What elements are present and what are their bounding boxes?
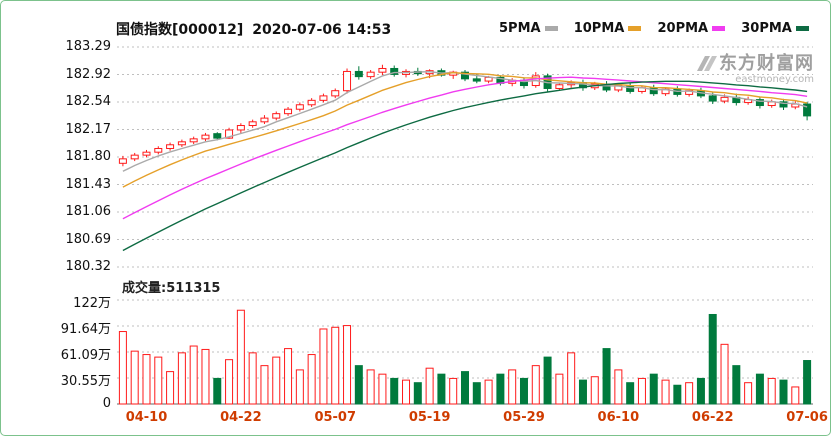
price-axis-label: 180.69 (65, 231, 112, 247)
date-axis-label: 05-29 (503, 410, 545, 425)
volume-caption: 成交量:511315 (122, 281, 221, 296)
volume-axis-label: 91.64万 (60, 322, 111, 337)
price-axis-label: 182.54 (65, 94, 112, 109)
legend-item-10pma: 10PMA (574, 21, 642, 36)
date-axis-label: 05-07 (314, 410, 357, 425)
price-axis-label: 182.17 (65, 121, 112, 137)
eastmoney-logo-icon (697, 56, 717, 72)
legend-swatch-30pma (795, 26, 809, 31)
price-axis-label: 181.80 (65, 149, 112, 164)
date-axis-label: 06-10 (597, 410, 640, 425)
date-axis-label: 07-06 (786, 410, 828, 425)
volume-axis-label: 61.09万 (60, 348, 111, 363)
volume-axis-label: 0 (102, 396, 111, 411)
legend-swatch-5pma (544, 26, 558, 31)
page-title: 国债指数[000012] (116, 22, 244, 38)
price-axis-label: 180.32 (65, 259, 112, 274)
price-axis-label: 181.43 (65, 176, 112, 192)
price-axis-label: 181.06 (65, 204, 112, 219)
legend-item-30pma: 30PMA (741, 21, 809, 36)
date-axis-label: 04-10 (125, 410, 168, 425)
eastmoney-watermark: 东方财富网 eastmoney.com (691, 53, 814, 85)
date-axis-label: 06-22 (691, 410, 734, 425)
watermark-domain: eastmoney.com (735, 73, 814, 85)
price-axis-label: 182.92 (65, 66, 112, 82)
legend-swatch-20pma (712, 26, 726, 31)
legend-swatch-10pma (628, 26, 642, 31)
watermark-site-name: 东方财富网 (719, 53, 814, 74)
volume-axis-label: 122万 (73, 296, 111, 311)
ma-legend: 5PMA 10PMA 20PMA 30PMA (499, 21, 821, 36)
volume-axis-label: 30.55万 (60, 374, 111, 389)
legend-item-20pma: 20PMA (657, 21, 726, 36)
date-axis-label: 04-22 (220, 410, 262, 425)
chart-datetime: 2020-07-06 14:53 (252, 22, 392, 38)
date-axis-label: 05-19 (408, 410, 451, 425)
chart-header: 国债指数[000012] 2020-07-06 14:53 (116, 19, 391, 39)
price-axis-label: 183.29 (65, 39, 112, 54)
legend-item-5pma: 5PMA (499, 21, 558, 36)
